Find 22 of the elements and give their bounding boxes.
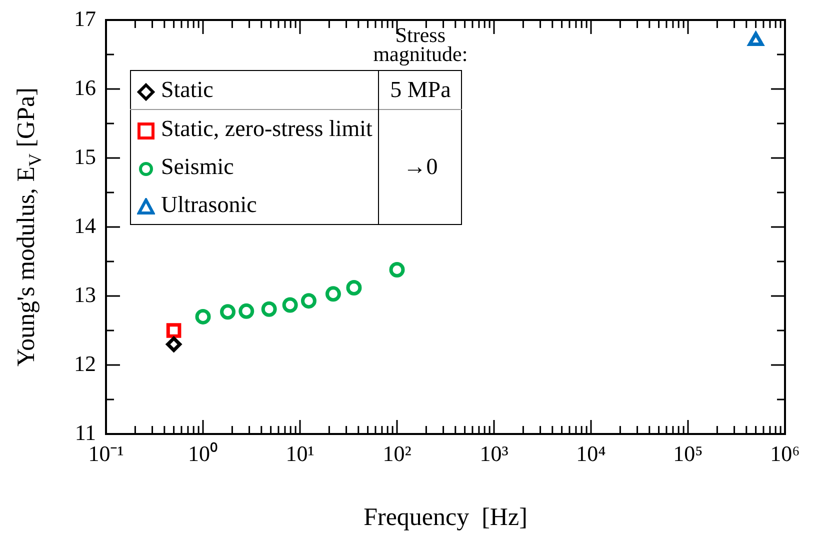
legend-label: Static [160,76,214,104]
legend-title: Stress magnitude: [373,23,468,66]
y-tick-label: 17 [74,6,96,31]
x-tick-label: 10² [382,440,412,466]
x-tick-label: 10¹ [286,440,314,466]
y-tick-label: 15 [74,144,96,169]
x-tick-label: 10⁰ [188,440,218,466]
y-axis-title: Young's modulus, EV [GPa] [13,88,45,366]
y-tick-label: 13 [74,282,96,307]
legend-label: Static, zero-stress limit [160,115,374,143]
annotation: 5 MPa [378,70,462,110]
x-tick-label: 10⁵ [673,440,703,466]
legend-label: Seismic [160,153,235,181]
y-tick-label: 12 [74,350,96,376]
x-tick-label: 10⁴ [576,440,606,466]
x-axis-title: Frequency [Hz] [364,504,528,531]
y-tick-label: 14 [74,212,96,238]
x-tick-label: 10³ [480,440,509,466]
x-tick-label: 10⁶ [770,440,800,466]
annotation: →0 [378,110,462,224]
y-tick-label: 16 [74,74,96,100]
legend-label: Ultrasonic [160,191,258,219]
